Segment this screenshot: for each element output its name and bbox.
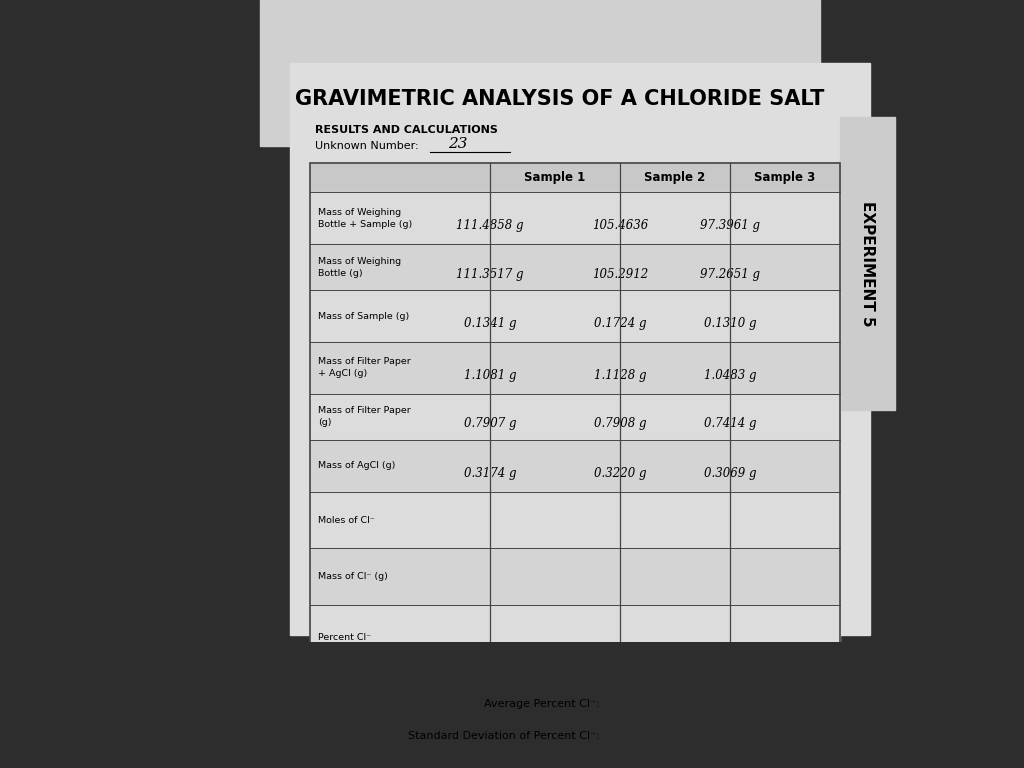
Bar bbox=[310, 492, 840, 548]
Text: 1.0483 g: 1.0483 g bbox=[703, 369, 757, 382]
Text: Mass of Filter Paper
+ AgCl (g): Mass of Filter Paper + AgCl (g) bbox=[318, 357, 411, 379]
Bar bbox=[260, 0, 820, 147]
Text: Percent Cl⁻: Percent Cl⁻ bbox=[318, 634, 371, 642]
Text: Mass of Sample (g): Mass of Sample (g) bbox=[318, 312, 410, 320]
Text: 1.1128 g: 1.1128 g bbox=[594, 369, 646, 382]
Text: 0.7908 g: 0.7908 g bbox=[594, 417, 646, 430]
Text: 0.3220 g: 0.3220 g bbox=[594, 467, 646, 480]
Text: 105.2912: 105.2912 bbox=[592, 267, 648, 280]
Text: GRAVIMETRIC ANALYSIS OF A CHLORIDE SALT: GRAVIMETRIC ANALYSIS OF A CHLORIDE SALT bbox=[295, 88, 824, 108]
Text: Mass of Weighing
Bottle (g): Mass of Weighing Bottle (g) bbox=[318, 257, 401, 277]
Bar bbox=[310, 440, 840, 492]
Text: 97.3961 g: 97.3961 g bbox=[700, 220, 760, 233]
Bar bbox=[310, 163, 840, 192]
Text: Sample 3: Sample 3 bbox=[755, 171, 816, 184]
Text: Sample 1: Sample 1 bbox=[524, 171, 586, 184]
Text: 0.1341 g: 0.1341 g bbox=[464, 317, 516, 330]
Bar bbox=[310, 605, 840, 670]
Text: 111.4858 g: 111.4858 g bbox=[457, 220, 523, 233]
Bar bbox=[290, 63, 870, 635]
Bar bbox=[840, 117, 895, 409]
Text: Average Percent Cl⁻:: Average Percent Cl⁻: bbox=[484, 699, 600, 709]
Bar bbox=[310, 342, 840, 394]
Text: Mass of Cl⁻ (g): Mass of Cl⁻ (g) bbox=[318, 572, 388, 581]
Text: Standard Deviation of Percent Cl⁻:: Standard Deviation of Percent Cl⁻: bbox=[409, 730, 600, 741]
Bar bbox=[310, 548, 840, 605]
Text: Mass of AgCl (g): Mass of AgCl (g) bbox=[318, 462, 395, 470]
Text: 0.3069 g: 0.3069 g bbox=[703, 467, 757, 480]
Text: 111.3517 g: 111.3517 g bbox=[457, 267, 523, 280]
Text: Sample 2: Sample 2 bbox=[644, 171, 706, 184]
Bar bbox=[310, 163, 840, 670]
Bar bbox=[310, 244, 840, 290]
Text: 97.2651 g: 97.2651 g bbox=[700, 267, 760, 280]
Text: 0.3174 g: 0.3174 g bbox=[464, 467, 516, 480]
Text: 0.7907 g: 0.7907 g bbox=[464, 417, 516, 430]
Text: 0.1724 g: 0.1724 g bbox=[594, 317, 646, 330]
Text: Mass of Weighing
Bottle + Sample (g): Mass of Weighing Bottle + Sample (g) bbox=[318, 208, 413, 229]
Bar bbox=[310, 394, 840, 440]
Text: Moles of Cl⁻: Moles of Cl⁻ bbox=[318, 515, 375, 525]
Text: 1.1081 g: 1.1081 g bbox=[464, 369, 516, 382]
Text: Unknown Number:: Unknown Number: bbox=[315, 141, 419, 151]
Bar bbox=[310, 192, 840, 244]
Text: Mass of Filter Paper
(g): Mass of Filter Paper (g) bbox=[318, 406, 411, 427]
Bar bbox=[310, 290, 840, 342]
Text: EXPERIMENT 5: EXPERIMENT 5 bbox=[860, 200, 874, 326]
Text: 23: 23 bbox=[449, 137, 468, 151]
Text: 105.4636: 105.4636 bbox=[592, 220, 648, 233]
Text: RESULTS AND CALCULATIONS: RESULTS AND CALCULATIONS bbox=[315, 124, 498, 134]
Text: 0.1310 g: 0.1310 g bbox=[703, 317, 757, 330]
Text: 0.7414 g: 0.7414 g bbox=[703, 417, 757, 430]
